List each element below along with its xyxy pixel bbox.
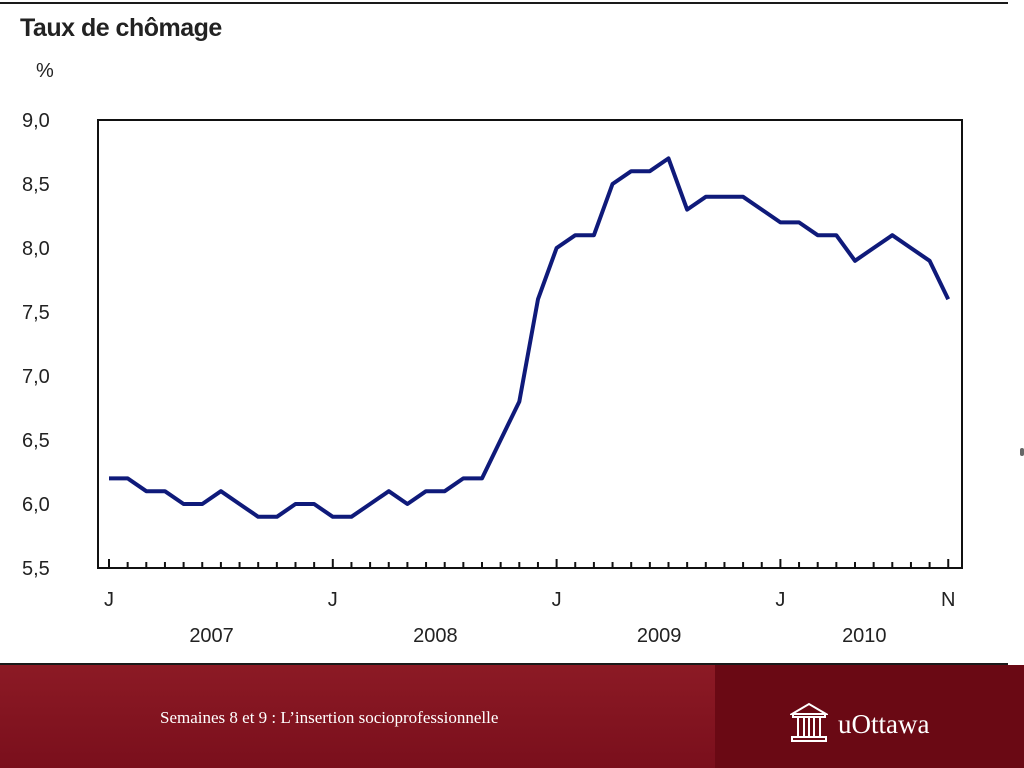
university-logo-text: uOttawa [838,709,930,739]
y-tick-label: 6,0 [22,494,50,516]
footer-course-text: Semaines 8 et 9 : L’insertion socioprofe… [160,708,499,727]
x-year-label: 2010 [842,625,887,647]
x-month-label: J [104,589,114,611]
y-tick-label: 9,0 [22,110,50,132]
x-month-label: J [328,589,338,611]
y-tick-label: 6,5 [22,430,50,452]
edge-marker [1020,448,1024,456]
x-year-label: 2007 [189,625,234,647]
y-tick-label: 7,0 [22,366,50,388]
x-month-label: J [552,589,562,611]
y-tick-label: 5,5 [22,558,50,580]
y-tick-label: 8,5 [22,174,50,196]
x-month-label: N [941,589,955,611]
x-month-label: J [775,589,785,611]
y-tick-label: 7,5 [22,302,50,324]
university-building-icon [790,702,828,742]
plot-frame [97,119,963,569]
slide-footer: Semaines 8 et 9 : L’insertion socioprofe… [0,665,1024,768]
top-rule [0,2,1008,4]
x-year-label: 2009 [637,625,682,647]
footer-logo-panel [715,665,1024,768]
x-year-label: 2008 [413,625,458,647]
bottom-rule [0,663,1008,665]
y-tick-label: 8,0 [22,238,50,260]
y-unit-label: % [36,60,54,82]
unemployment-line-chart: 9,0 8,5 8,0 7,5 7,0 6,5 6,0 5,5 J J J J N 2007 2008 200… [22,110,963,647]
chart-title: Taux de chômage [20,14,222,42]
series-line [109,156,950,519]
